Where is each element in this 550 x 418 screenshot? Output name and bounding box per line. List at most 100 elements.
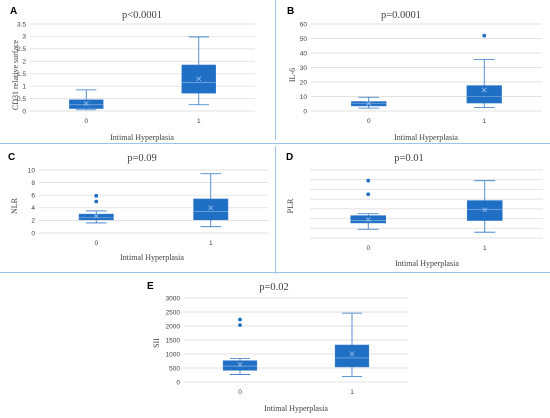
y-tick-label: 2 <box>22 59 26 66</box>
panel-letter: B <box>287 6 294 17</box>
box-iqr <box>69 99 104 109</box>
y-tick-label: 2500 <box>166 309 181 316</box>
box-iqr <box>466 85 502 104</box>
chart-title: p=0.02 <box>259 282 289 293</box>
mean-marker <box>196 76 202 82</box>
y-axis-label: IL-6 <box>288 68 297 82</box>
y-tick-label: 1.5 <box>17 71 26 78</box>
vertical-divider-middle <box>275 146 276 274</box>
y-tick-label: 3 <box>22 34 26 41</box>
mean-marker <box>93 213 99 219</box>
y-tick-label: 0.5 <box>17 96 26 103</box>
mean-marker <box>365 217 371 223</box>
y-tick-label: 30 <box>300 65 308 72</box>
y-tick-label: 2.5 <box>17 46 26 53</box>
box-iqr <box>193 198 229 221</box>
outlier-point <box>366 192 371 197</box>
x-tick-label: 1 <box>197 118 201 125</box>
y-tick-label: 20 <box>300 79 308 86</box>
y-tick-label: 10 <box>300 94 308 101</box>
box-iqr <box>222 360 258 371</box>
x-tick-label: 1 <box>482 118 486 125</box>
x-axis-label: Intimal Hyperplasia <box>110 133 174 142</box>
y-tick-label: 3.5 <box>17 21 26 28</box>
box-0 <box>78 193 114 224</box>
outlier-point <box>482 33 487 38</box>
y-tick-label: 0 <box>303 108 307 115</box>
y-tick-label: 6 <box>31 193 35 200</box>
box-0 <box>351 96 387 109</box>
y-tick-label: 40 <box>300 50 308 57</box>
y-tick-label: 0 <box>31 230 35 237</box>
box-1 <box>181 36 216 106</box>
box-0 <box>222 317 258 375</box>
box-iqr <box>466 200 503 221</box>
outlier-point <box>238 323 242 328</box>
horizontal-divider-1 <box>0 143 550 144</box>
panel-letter: D <box>286 152 293 163</box>
mean-marker <box>366 100 372 106</box>
y-tick-label: 2000 <box>166 323 181 330</box>
box-1 <box>466 33 502 108</box>
mean-marker <box>481 87 487 93</box>
x-tick-label: 1 <box>209 240 213 247</box>
box-iqr <box>78 213 114 221</box>
chart-title: p=0.01 <box>394 153 424 164</box>
y-tick-label: 1 <box>22 83 26 90</box>
x-tick-label: 0 <box>94 240 98 247</box>
box-1 <box>466 180 503 233</box>
mean-marker <box>482 207 488 213</box>
panel-letter: A <box>10 6 17 17</box>
chart-title: p=0.0001 <box>381 10 421 21</box>
outlier-point <box>366 178 371 183</box>
y-tick-label: 8 <box>31 180 35 187</box>
y-axis-label: CD31 relative surface <box>11 39 20 110</box>
x-tick-label: 0 <box>366 245 370 252</box>
y-tick-label: 10 <box>28 167 36 174</box>
y-axis-label: SII <box>152 338 161 348</box>
box-1 <box>334 312 370 377</box>
x-axis-label: Intimal Hyperplasia <box>395 259 459 268</box>
x-tick-label: 1 <box>350 389 354 396</box>
vertical-divider-top <box>275 0 276 140</box>
x-tick-label: 0 <box>84 118 88 125</box>
x-axis-label: Intimal Hyperplasia <box>264 404 328 413</box>
y-tick-label: 50 <box>300 36 308 43</box>
y-axis-label: PLR <box>286 198 295 213</box>
panel-letter: C <box>8 152 15 163</box>
y-tick-label: 0 <box>176 379 180 386</box>
mean-marker <box>349 351 355 357</box>
x-tick-label: 0 <box>238 389 242 396</box>
horizontal-divider-2 <box>0 272 550 273</box>
y-tick-label: 1500 <box>166 337 181 344</box>
y-tick-label: 60 <box>300 21 308 28</box>
y-tick-label: 500 <box>169 365 180 372</box>
box-iqr <box>334 344 370 368</box>
mean-marker <box>237 362 243 368</box>
mean-marker <box>208 205 214 211</box>
mean-marker <box>83 101 89 107</box>
x-tick-label: 1 <box>483 245 487 252</box>
outlier-point <box>94 199 99 204</box>
x-axis-label: Intimal Hyperplasia <box>120 253 184 262</box>
panel-letter: E <box>147 281 154 292</box>
chart-title: p<0.0001 <box>122 10 162 21</box>
box-1 <box>193 173 229 228</box>
y-tick-label: 0 <box>22 108 26 115</box>
outlier-point <box>238 317 242 322</box>
outlier-point <box>94 193 99 198</box>
box-0 <box>69 89 104 111</box>
y-tick-label: 2 <box>31 218 35 225</box>
y-tick-label: 3000 <box>166 295 181 302</box>
y-axis-label: NLR <box>10 197 19 214</box>
x-tick-label: 0 <box>367 118 371 125</box>
chart-title: p=0.09 <box>127 153 157 164</box>
box-0 <box>350 178 387 230</box>
y-tick-label: 1000 <box>166 351 181 358</box>
